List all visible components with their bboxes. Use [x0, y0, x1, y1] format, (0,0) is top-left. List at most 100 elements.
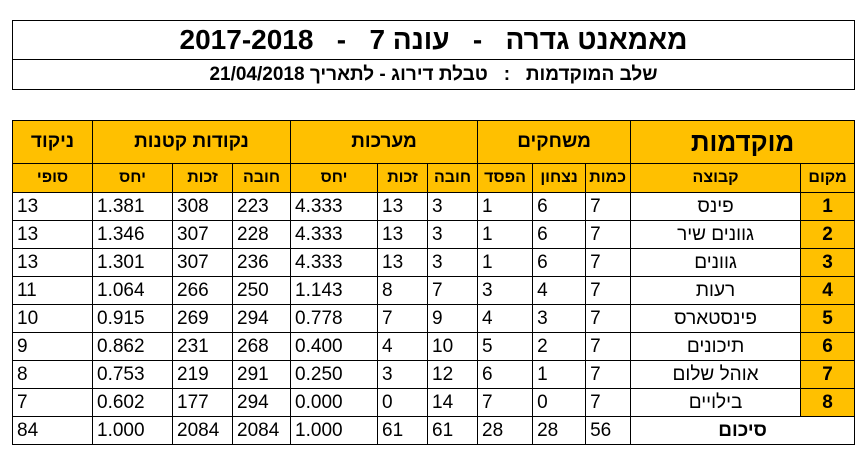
- totals-final: 84: [12, 416, 93, 445]
- final-cell: 7: [12, 388, 93, 417]
- team-cell: גוונים: [630, 248, 802, 277]
- col-final: סופי: [12, 163, 93, 193]
- sets-against-cell: 3: [427, 248, 479, 277]
- won-cell: 6: [532, 192, 587, 221]
- sets-against-cell: 10: [427, 332, 479, 361]
- col-points-ratio: יחס: [91, 163, 174, 193]
- totals-points-against: 2084: [232, 416, 292, 445]
- sets-against-cell: 12: [427, 360, 479, 389]
- totals-row: סיכום 56 28 28 61 61 1.000 2084 2084 1.0…: [12, 416, 856, 445]
- final-cell: 13: [12, 192, 93, 221]
- col-sets-against: חובה: [427, 163, 479, 193]
- points-header: נקודות קטנות: [91, 120, 292, 164]
- points-against-cell: 223: [232, 192, 292, 221]
- final-cell: 13: [12, 220, 93, 249]
- points-for-cell: 266: [172, 276, 234, 305]
- lost-cell: 1: [477, 220, 534, 249]
- table-row: 6 תיכונים 7 2 5 10 4 0.400 268 231 0.862 9: [12, 332, 856, 361]
- place-cell: 3: [800, 248, 856, 277]
- sets-ratio-cell: 0.000: [290, 388, 379, 417]
- played-cell: 7: [585, 276, 632, 305]
- sets-ratio-cell: 4.333: [290, 248, 379, 277]
- col-points-for: זכות: [172, 163, 234, 193]
- col-sets-for: זכות: [377, 163, 429, 193]
- lost-cell: 3: [477, 276, 534, 305]
- table-row: 7 אוהל שלום 7 1 6 12 3 0.250 291 219 0.753 8: [12, 360, 856, 389]
- points-against-cell: 250: [232, 276, 292, 305]
- final-cell: 11: [12, 276, 93, 305]
- lost-cell: 6: [477, 360, 534, 389]
- totals-points-for: 2084: [172, 416, 234, 445]
- place-cell: 8: [800, 388, 856, 417]
- sets-against-cell: 14: [427, 388, 479, 417]
- points-against-cell: 291: [232, 360, 292, 389]
- played-cell: 7: [585, 248, 632, 277]
- lost-cell: 4: [477, 304, 534, 333]
- place-cell: 7: [800, 360, 856, 389]
- table-row: 8 בילויים 7 0 7 14 0 0.000 294 177 0.602 7: [12, 388, 856, 417]
- standings-body: מוקדמות משחקים מערכות נקודות קטנות ניקוד…: [12, 120, 856, 445]
- points-for-cell: 219: [172, 360, 234, 389]
- team-cell: בילויים: [630, 388, 802, 417]
- col-lost: הפסד: [477, 163, 534, 193]
- sets-for-cell: 13: [377, 248, 429, 277]
- won-cell: 1: [532, 360, 587, 389]
- won-cell: 6: [532, 248, 587, 277]
- won-cell: 0: [532, 388, 587, 417]
- points-against-cell: 236: [232, 248, 292, 277]
- won-cell: 3: [532, 304, 587, 333]
- sets-against-cell: 3: [427, 220, 479, 249]
- points-for-cell: 307: [172, 220, 234, 249]
- table-row: 1 פינס 7 6 1 3 13 4.333 223 308 1.381 13: [12, 192, 856, 221]
- team-cell: אוהל שלום: [630, 360, 802, 389]
- final-cell: 13: [12, 248, 93, 277]
- games-header: משחקים: [477, 120, 632, 164]
- sets-ratio-cell: 1.143: [290, 276, 379, 305]
- played-cell: 7: [585, 388, 632, 417]
- col-place: מקום: [800, 163, 856, 193]
- table-row: 5 פינסטארס 7 3 4 9 7 0.778 294 269 0.915 10: [12, 304, 856, 333]
- col-sets-ratio: יחס: [290, 163, 379, 193]
- place-cell: 5: [800, 304, 856, 333]
- points-for-cell: 307: [172, 248, 234, 277]
- sub-header-row: מקום קבוצה כמות נצחון הפסד חובה זכות יחס…: [12, 163, 856, 193]
- sets-ratio-cell: 4.333: [290, 220, 379, 249]
- totals-sets-against: 61: [427, 416, 479, 445]
- totals-lost: 28: [477, 416, 534, 445]
- sets-for-cell: 4: [377, 332, 429, 361]
- played-cell: 7: [585, 360, 632, 389]
- played-cell: 7: [585, 332, 632, 361]
- points-against-cell: 228: [232, 220, 292, 249]
- lost-cell: 5: [477, 332, 534, 361]
- sets-against-cell: 9: [427, 304, 479, 333]
- played-cell: 7: [585, 220, 632, 249]
- team-cell: גוונים שיר: [630, 220, 802, 249]
- standings-table: מוקדמות משחקים מערכות נקודות קטנות ניקוד…: [12, 120, 856, 445]
- col-won: נצחון: [532, 163, 587, 193]
- sets-for-cell: 7: [377, 304, 429, 333]
- group-header-row: מוקדמות משחקים מערכות נקודות קטנות ניקוד: [12, 120, 856, 164]
- sets-for-cell: 3: [377, 360, 429, 389]
- points-ratio-cell: 0.915: [91, 304, 174, 333]
- sets-for-cell: 0: [377, 388, 429, 417]
- sets-ratio-cell: 4.333: [290, 192, 379, 221]
- team-cell: רעות: [630, 276, 802, 305]
- points-for-cell: 177: [172, 388, 234, 417]
- points-ratio-cell: 0.602: [91, 388, 174, 417]
- final-cell: 9: [12, 332, 93, 361]
- won-cell: 6: [532, 220, 587, 249]
- totals-won: 28: [532, 416, 587, 445]
- points-against-cell: 294: [232, 388, 292, 417]
- points-ratio-cell: 1.381: [91, 192, 174, 221]
- table-row: 3 גוונים 7 6 1 3 13 4.333 236 307 1.301 13: [12, 248, 856, 277]
- stage-header: מוקדמות: [630, 120, 856, 164]
- sets-ratio-cell: 0.250: [290, 360, 379, 389]
- won-cell: 2: [532, 332, 587, 361]
- page-title: מאמאנט גדרה - עונה 7 - 2017-2018: [13, 21, 854, 60]
- totals-sets-ratio: 1.000: [290, 416, 379, 445]
- team-cell: תיכונים: [630, 332, 802, 361]
- points-against-cell: 294: [232, 304, 292, 333]
- points-ratio-cell: 1.346: [91, 220, 174, 249]
- col-team: קבוצה: [630, 163, 802, 193]
- table-row: 2 גוונים שיר 7 6 1 3 13 4.333 228 307 1.346 13: [12, 220, 856, 249]
